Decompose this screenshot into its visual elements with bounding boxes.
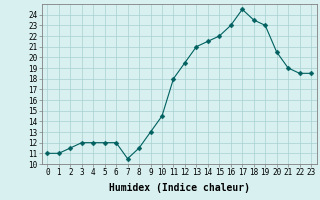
X-axis label: Humidex (Indice chaleur): Humidex (Indice chaleur) [109,183,250,193]
